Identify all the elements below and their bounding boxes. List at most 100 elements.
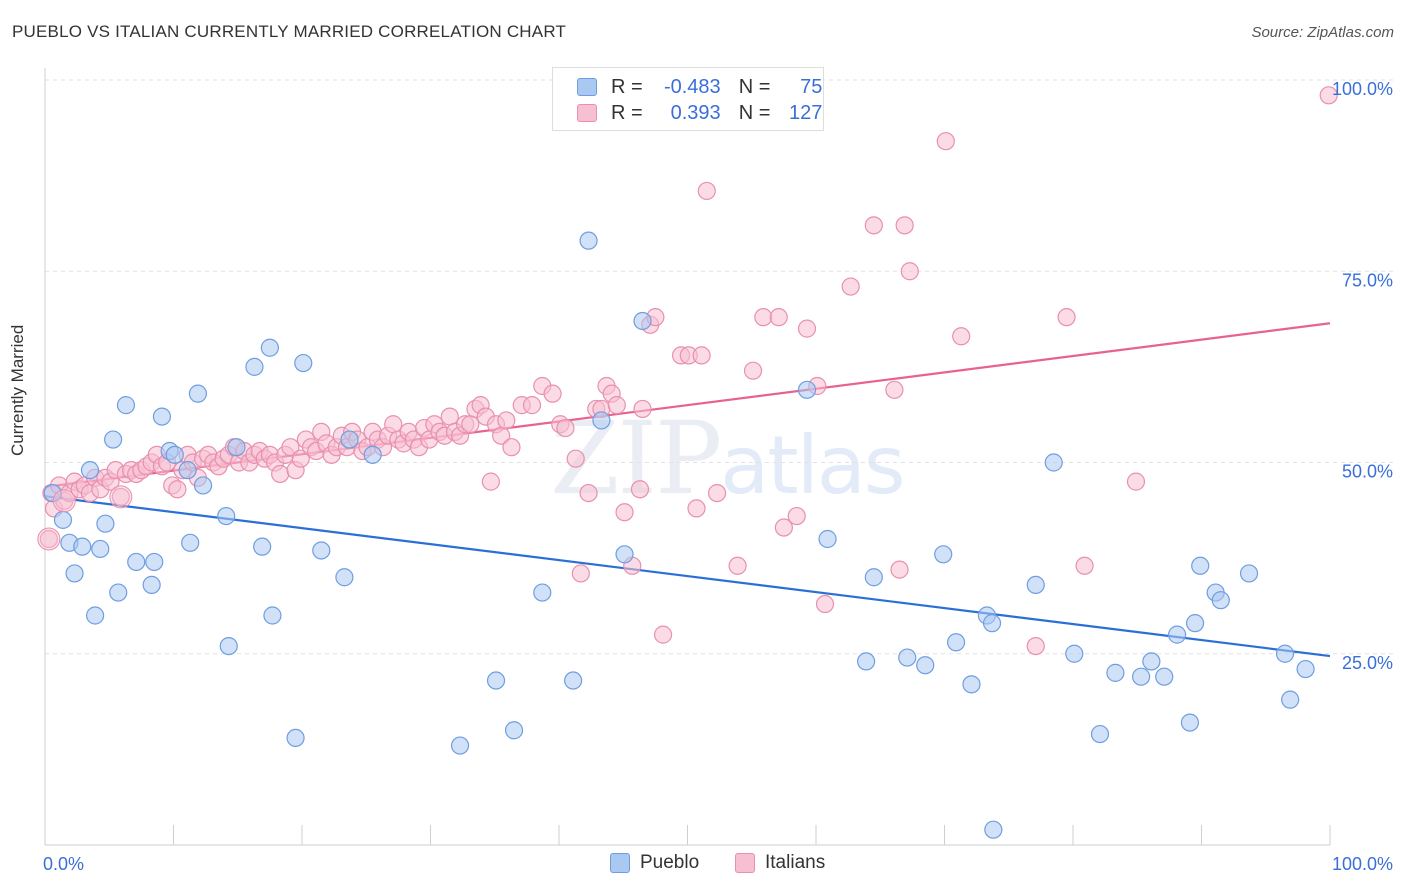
pueblo-point <box>1239 564 1259 583</box>
italians-point <box>615 503 634 522</box>
italians-point <box>952 327 971 346</box>
y-tick-label: 50.0% <box>1342 462 1393 482</box>
pueblo-point <box>818 529 837 549</box>
italians-point <box>281 438 300 457</box>
pueblo-point <box>227 438 246 457</box>
y-tick-label: 100.0% <box>1332 79 1393 99</box>
pueblo-point <box>340 430 359 449</box>
watermark-atlas: atlas <box>720 419 905 512</box>
italians-point <box>1319 86 1338 105</box>
pueblo-point <box>260 338 279 357</box>
italians-point <box>111 487 130 507</box>
italians-point <box>754 308 773 327</box>
pueblo-trend-line <box>44 495 1331 658</box>
italians-point <box>556 418 575 438</box>
pueblo-point <box>96 514 115 533</box>
italians-point <box>543 384 562 403</box>
legend-n-label: N = <box>738 101 771 124</box>
pueblo-point <box>91 539 110 559</box>
italians-point <box>743 361 763 380</box>
pueblo-point <box>312 541 331 560</box>
legend-r-value: -0.483 <box>663 75 721 98</box>
italians-point <box>39 529 58 549</box>
pueblo-point <box>178 461 197 480</box>
italians-point <box>900 262 919 281</box>
legend-label-pueblo: Pueblo <box>640 852 700 873</box>
pueblo-point <box>450 736 470 755</box>
pueblo-point <box>982 614 1002 633</box>
legend-swatch-italians <box>735 853 755 873</box>
pueblo-point <box>1142 652 1161 671</box>
pueblo-point <box>1044 453 1063 472</box>
pueblo-point <box>335 568 354 587</box>
pueblo-point <box>1185 614 1205 633</box>
italians-point <box>1126 472 1146 491</box>
pueblo-point <box>1296 659 1315 679</box>
series-legend: Pueblo Italians <box>0 852 1406 878</box>
x-tick-label: 0.0% <box>43 854 84 874</box>
pueblo-point <box>864 568 883 587</box>
pueblo-point <box>615 545 634 564</box>
pueblo-point <box>984 820 1003 839</box>
legend-n-value: 127 <box>789 101 823 124</box>
italians-point <box>815 594 835 614</box>
legend-swatch-italians <box>577 104 597 122</box>
chart-title: PUEBLO VS ITALIAN CURRENTLY MARRIED CORR… <box>12 22 567 41</box>
pueblo-point <box>104 430 123 449</box>
pueblo-point <box>127 552 146 572</box>
pueblo-point <box>1106 663 1125 682</box>
legend-label-italians: Italians <box>765 852 826 873</box>
italians-point <box>787 506 806 526</box>
legend-r-label: R = <box>611 101 643 124</box>
italians-point <box>697 181 716 201</box>
pueblo-point <box>109 583 128 602</box>
pueblo-point <box>1180 713 1200 732</box>
legend-row-italians: R = 0.393 N = 127 <box>577 101 822 125</box>
pueblo-point <box>1065 644 1084 663</box>
pueblo-point <box>286 728 305 748</box>
pueblo-point <box>797 380 817 399</box>
pueblo-point <box>152 407 172 426</box>
pueblo-point <box>1132 667 1151 686</box>
italians-point <box>384 415 403 434</box>
italians-point <box>1057 308 1076 327</box>
pueblo-point <box>533 583 552 602</box>
pueblo-point <box>188 384 208 403</box>
italians-point <box>109 485 133 509</box>
pueblo-point <box>592 411 611 430</box>
pueblo-point <box>193 476 213 495</box>
y-tick-label: 75.0% <box>1342 270 1393 290</box>
italians-point <box>571 564 590 583</box>
italians-point <box>653 625 673 644</box>
italians-point <box>633 399 652 419</box>
legend-item-pueblo[interactable]: Pueblo <box>610 852 699 874</box>
pueblo-point <box>294 353 313 373</box>
pueblo-point <box>1155 667 1174 686</box>
italians-point <box>630 480 650 499</box>
data-points <box>37 86 1338 839</box>
pueblo-point <box>116 396 136 415</box>
pueblo-point <box>633 311 652 331</box>
italians-point <box>522 396 542 415</box>
pueblo-point <box>263 606 282 625</box>
pueblo-point <box>80 461 100 480</box>
pueblo-point <box>145 552 164 572</box>
italians-point <box>271 464 290 484</box>
italians-point <box>497 411 516 430</box>
italians-point <box>774 518 793 537</box>
legend-swatch-pueblo <box>610 853 630 873</box>
correlation-legend: R = -0.483 N = 75 R = 0.393 N = 127 <box>552 67 824 131</box>
pueblo-point <box>181 533 200 552</box>
italians-point <box>52 489 76 513</box>
y-axis-label: Currently Married <box>8 324 27 456</box>
italians-point <box>291 449 310 468</box>
italians-point <box>707 484 727 503</box>
pueblo-point <box>1090 724 1110 744</box>
pueblo-point <box>363 445 382 464</box>
pueblo-point <box>1281 690 1300 709</box>
legend-row-pueblo: R = -0.483 N = 75 <box>577 75 822 99</box>
italians-point <box>797 319 817 338</box>
italians-point <box>687 499 706 518</box>
legend-item-italians[interactable]: Italians <box>735 852 825 874</box>
pueblo-point <box>1026 575 1045 595</box>
